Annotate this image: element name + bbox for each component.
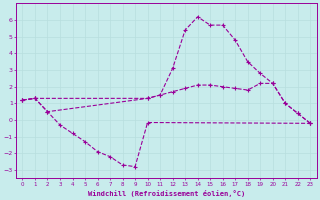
- X-axis label: Windchill (Refroidissement éolien,°C): Windchill (Refroidissement éolien,°C): [88, 190, 245, 197]
